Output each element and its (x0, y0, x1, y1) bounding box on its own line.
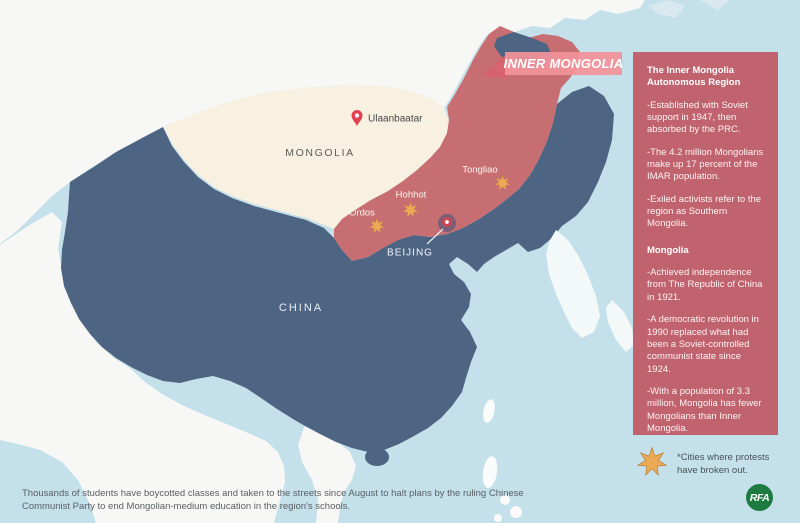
japan-fragment (606, 300, 634, 352)
beijing-marker-center (445, 220, 449, 224)
philippines-island (494, 514, 502, 522)
sakhalin-island (648, 0, 685, 18)
inner-mongolia-region (334, 26, 580, 261)
fact-panel-title-mongolia: Mongolia (647, 244, 689, 256)
taiwan-island (483, 399, 495, 423)
northern-landmass (0, 0, 645, 244)
korea-peninsula (546, 230, 600, 338)
philippines-island (510, 506, 522, 518)
label-beijing: BEIJING (387, 247, 433, 259)
indochina (298, 425, 356, 523)
philippines-luzon (482, 456, 498, 488)
location-pin-icon (351, 110, 363, 126)
beijing-leader-line (426, 228, 444, 245)
protest-star-legend-icon (636, 446, 668, 477)
mongolia-region (163, 85, 449, 229)
caption: Thousands of students have boycotted cla… (22, 487, 632, 514)
banner-pointer-icon (482, 53, 508, 78)
fact-item: -Established with Soviet support in 1947… (647, 99, 748, 136)
label-hohhot: Hohhot (395, 189, 427, 201)
label-ulaanbaatar: Ulaanbaatar (368, 113, 423, 125)
fact-item: -With a population of 3.3 million, Mongo… (647, 385, 762, 434)
label-tongliao: Tongliao (462, 164, 498, 176)
inner-mongolia-banner-label: INNER MONGOLIA (503, 56, 624, 71)
rfa-logo: RFA (746, 484, 773, 511)
fact-panel-title-imar: The Inner Mongolia Autonomous Region (647, 65, 741, 89)
fact-item: -Exiled activists refer to the region as… (647, 193, 762, 230)
legend: *Cities where protests have broken out. (636, 446, 786, 478)
caption-line-1: Thousands of students have boycotted cla… (22, 488, 524, 499)
fact-item: -The 4.2 million Mongolians make up 17 p… (647, 146, 764, 183)
island-top-right (700, 0, 730, 10)
inner-mongolia-banner: INNER MONGOLIA (503, 52, 624, 75)
fact-item: -A democratic revolution in 1990 replace… (647, 314, 759, 375)
china-region (61, 86, 614, 452)
rfa-logo-text: RFA (749, 491, 770, 504)
label-china: CHINA (278, 302, 324, 314)
southwest-landmass (0, 212, 285, 523)
hainan-island (365, 448, 389, 466)
label-mongolia: MONGOLIA (285, 147, 355, 159)
caption-line-2: Communist Party to end Mongolian-medium … (22, 501, 351, 513)
label-ordos: Ordos (349, 207, 375, 219)
philippines-island (500, 495, 510, 505)
fact-panel: The Inner Mongolia Autonomous Region -Es… (633, 52, 778, 435)
fact-item: -Achieved independence from The Republic… (647, 267, 763, 303)
legend-label: *Cities where protests have broken out. (677, 452, 770, 477)
